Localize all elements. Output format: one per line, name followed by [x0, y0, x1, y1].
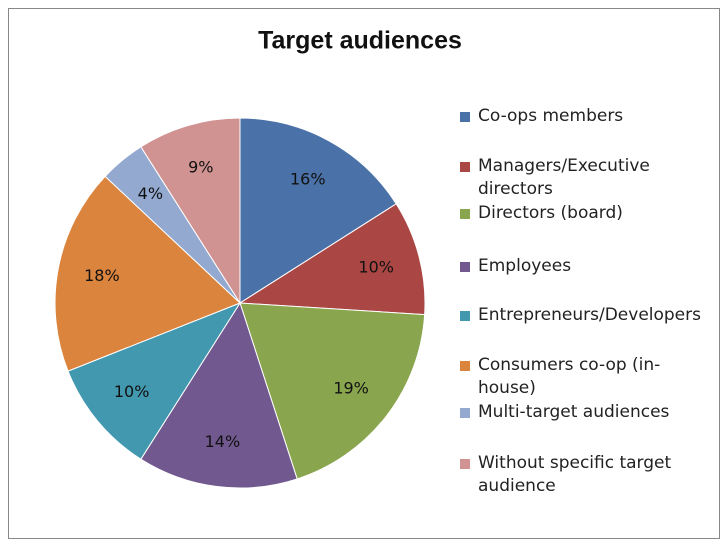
legend-swatch	[460, 408, 470, 418]
legend-label: Employees	[478, 256, 572, 276]
legend-label: Multi-target audiences	[478, 402, 670, 422]
data-label: 10%	[358, 258, 394, 277]
data-label: 14%	[205, 432, 241, 451]
chart-title: Target audiences	[258, 27, 462, 55]
data-label: 18%	[84, 266, 120, 285]
legend-swatch	[460, 209, 470, 219]
legend-swatch	[460, 459, 470, 469]
legend-swatch	[460, 112, 470, 122]
pie-slice	[239, 117, 397, 304]
legend-label: Entrepreneurs/Developers	[478, 305, 701, 325]
legend-label: Consumers co-op (in-house)	[478, 355, 661, 398]
pie-slice	[140, 301, 298, 489]
legend-swatch	[460, 311, 470, 321]
legend-label: Managers/Executive directors	[478, 156, 650, 199]
chart-frame	[8, 8, 720, 539]
data-label: 9%	[188, 157, 213, 176]
pie-slice	[54, 175, 241, 372]
data-label: 10%	[114, 382, 150, 401]
data-label: 16%	[290, 169, 326, 188]
legend-swatch	[460, 361, 470, 371]
legend-label: Directors (board)	[478, 203, 623, 223]
legend-swatch	[460, 162, 470, 172]
pie-slice	[238, 203, 426, 316]
pie-slice	[239, 302, 426, 480]
data-label: 19%	[333, 379, 369, 398]
legend-label: Without specific target audience	[478, 453, 672, 496]
pie-slice	[140, 117, 241, 305]
data-label: 4%	[138, 184, 163, 203]
pie-slice	[67, 301, 242, 460]
legend-label: Co-ops members	[478, 106, 624, 126]
legend-swatch	[460, 262, 470, 272]
